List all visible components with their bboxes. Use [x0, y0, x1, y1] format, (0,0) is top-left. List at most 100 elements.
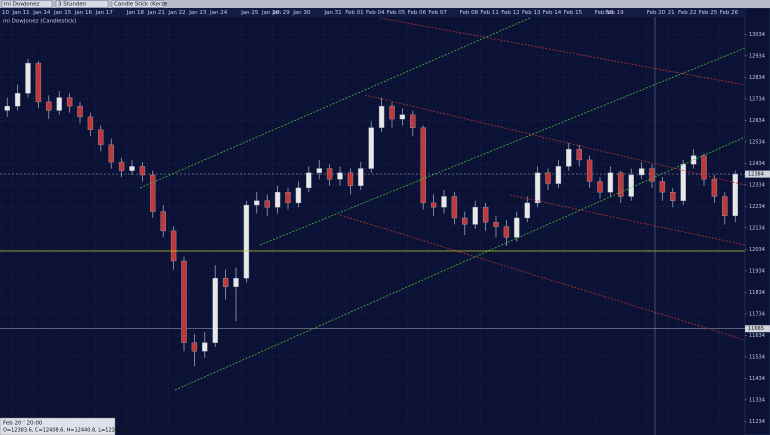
- candle-body: [129, 166, 135, 171]
- candle-body: [347, 172, 354, 186]
- y-tick-label: 11934: [749, 268, 765, 274]
- candle-body: [139, 166, 146, 176]
- candle-body: [524, 202, 530, 219]
- x-tick-label: Feb 25: [699, 10, 718, 16]
- candle-body: [285, 191, 291, 204]
- trend-line: [379, 17, 746, 86]
- y-tick-label: 12134: [749, 225, 765, 231]
- candle-body: [56, 97, 62, 111]
- y-tick-label: 11534: [749, 354, 765, 360]
- info-ohlc: O=12383.6, C=12408.6, H=12440.8, L=12316…: [3, 428, 126, 434]
- candle-body: [451, 196, 458, 219]
- x-tick-label: Jan 22: [167, 10, 185, 16]
- y-tick-label: 11234: [749, 419, 765, 425]
- candle-body: [399, 114, 406, 120]
- candle-body: [264, 200, 270, 208]
- candle-body: [295, 187, 302, 204]
- candle-body: [389, 105, 395, 120]
- candle-body: [316, 168, 322, 174]
- info-box: [0, 417, 116, 435]
- x-tick-label: Jan 21: [147, 10, 165, 16]
- x-tick-label: Jan 25: [240, 10, 259, 16]
- candle-body: [711, 179, 718, 197]
- x-tick-label: Feb 13: [522, 10, 541, 16]
- candle-body: [254, 200, 260, 206]
- style-select[interactable]: [111, 0, 165, 8]
- candle-body: [306, 172, 312, 189]
- x-tick-label: 10: [2, 10, 9, 16]
- candle-body: [410, 114, 416, 128]
- x-axis-panel: [0, 8, 745, 17]
- period-select[interactable]: [55, 0, 109, 8]
- candle-body: [534, 172, 541, 204]
- x-tick-label: Jan 18: [126, 10, 145, 16]
- candle-body: [202, 342, 208, 352]
- instrument: mi DowJonez: [4, 2, 40, 8]
- x-tick-label: Jan 29: [271, 10, 290, 16]
- y-tick-label: 12434: [749, 161, 765, 167]
- candle-body: [35, 62, 42, 103]
- candle-body: [243, 204, 250, 279]
- trend-line: [174, 136, 746, 391]
- candle-body: [482, 207, 489, 223]
- candle-body: [233, 277, 239, 287]
- drawings: [0, 17, 746, 435]
- y-tick-label: 11634: [749, 333, 765, 339]
- y-tick-label: 13034: [749, 32, 765, 38]
- candle-body: [732, 173, 738, 217]
- y-axis-panel: [744, 7, 770, 435]
- candle-body: [4, 105, 10, 111]
- candle-body: [222, 277, 229, 287]
- x-tick-label: Feb 18: [595, 10, 614, 16]
- y-tick-label: 12334: [749, 182, 765, 188]
- candle-body: [326, 168, 333, 180]
- candle-body: [378, 105, 385, 128]
- x-tick-label: Jan 14: [32, 10, 51, 16]
- y-tick-label: 12034: [749, 247, 765, 253]
- instrument-select[interactable]: [1, 0, 53, 8]
- candle-body: [659, 181, 666, 193]
- x-tick-label: Feb 14: [543, 10, 562, 16]
- x-tick-label: Feb 19: [605, 10, 624, 16]
- candle-body: [680, 164, 686, 201]
- candle-body: [87, 116, 94, 131]
- y-tick-label: 11734: [749, 311, 765, 317]
- y-tick-label: 12634: [749, 118, 765, 124]
- x-tick-label: Feb 08: [460, 10, 479, 16]
- x-tick-label: Feb 04: [366, 10, 385, 16]
- candle-body: [555, 166, 562, 184]
- x-tick-label: Jan 31: [323, 10, 341, 16]
- candle-body: [77, 105, 83, 118]
- x-tick-label: Jan 24: [209, 10, 228, 16]
- trend-line: [339, 214, 746, 341]
- price-marker-box: [745, 325, 770, 333]
- candle-body: [98, 129, 104, 146]
- y-tick-label: 12534: [749, 139, 765, 145]
- y-tick-label: 11334: [749, 397, 765, 403]
- candle-body: [597, 181, 603, 193]
- x-tick-label: Jan 17: [95, 10, 114, 16]
- x-tick-label: Jan 28: [261, 10, 280, 16]
- candle-body: [14, 93, 21, 107]
- x-tick-label: Feb 15: [564, 10, 583, 16]
- candle-body: [472, 207, 478, 225]
- candle-body: [628, 174, 634, 197]
- candle-body: [420, 127, 426, 204]
- x-tick-label: Jan 16: [74, 10, 93, 16]
- y-tick-label: 12734: [749, 96, 765, 102]
- x-tick-label: Feb 12: [501, 10, 520, 16]
- plot: [0, 18, 745, 433]
- x-tick-label: Jan 30: [292, 10, 311, 16]
- candle-body: [545, 172, 551, 184]
- candle-body: [462, 217, 468, 225]
- candle-body: [160, 211, 166, 232]
- candle-body: [722, 196, 728, 217]
- candle-body: [212, 277, 218, 343]
- x-tick-label: Feb 11: [480, 10, 499, 16]
- candle-body: [566, 148, 572, 167]
- candle-body: [514, 217, 520, 238]
- x-tick-label: Jan 15: [53, 10, 72, 16]
- candle-body: [441, 196, 447, 208]
- candle-body: [170, 230, 177, 262]
- toolbar: [0, 0, 770, 8]
